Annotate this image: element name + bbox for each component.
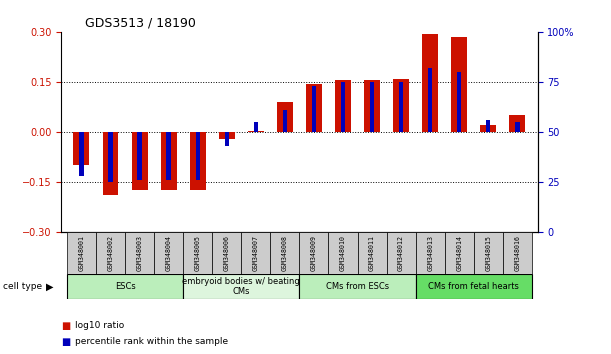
Text: GSM348014: GSM348014: [456, 235, 462, 271]
Bar: [212, 232, 241, 274]
Bar: [248, 131, 264, 132]
Text: CMs from fetal hearts: CMs from fetal hearts: [428, 282, 519, 291]
Bar: [154, 232, 183, 274]
Bar: [277, 102, 293, 132]
Bar: [364, 80, 380, 132]
Text: ■: ■: [61, 321, 70, 331]
Bar: [225, 132, 229, 146]
Bar: [241, 232, 270, 274]
Text: log10 ratio: log10 ratio: [75, 321, 124, 330]
Bar: [67, 274, 183, 299]
Bar: [503, 232, 532, 274]
Text: GDS3513 / 18190: GDS3513 / 18190: [85, 16, 196, 29]
Bar: [370, 82, 374, 132]
Bar: [219, 132, 235, 138]
Bar: [270, 232, 299, 274]
Text: CMs from ESCs: CMs from ESCs: [326, 282, 389, 291]
Text: ESCs: ESCs: [115, 282, 136, 291]
Bar: [329, 232, 357, 274]
Text: GSM348012: GSM348012: [398, 235, 404, 271]
Bar: [161, 132, 177, 190]
Bar: [183, 274, 299, 299]
Bar: [393, 79, 409, 132]
Bar: [196, 132, 200, 180]
Text: GSM348010: GSM348010: [340, 235, 346, 271]
Bar: [137, 132, 142, 180]
Bar: [457, 72, 461, 132]
Bar: [79, 132, 84, 176]
Text: GSM348006: GSM348006: [224, 235, 230, 271]
Text: cell type: cell type: [3, 282, 42, 291]
Text: GSM348007: GSM348007: [253, 235, 259, 271]
Bar: [452, 37, 467, 132]
Bar: [480, 125, 496, 132]
Bar: [166, 132, 171, 180]
Bar: [131, 132, 147, 190]
Text: percentile rank within the sample: percentile rank within the sample: [75, 337, 228, 346]
Bar: [189, 132, 206, 190]
Bar: [387, 232, 415, 274]
Bar: [335, 80, 351, 132]
Text: GSM348016: GSM348016: [514, 235, 521, 271]
Bar: [357, 232, 387, 274]
Bar: [299, 274, 415, 299]
Text: GSM348002: GSM348002: [108, 235, 114, 271]
Text: GSM348003: GSM348003: [137, 235, 142, 271]
Bar: [183, 232, 212, 274]
Text: GSM348013: GSM348013: [427, 235, 433, 271]
Text: GSM348005: GSM348005: [195, 235, 200, 271]
Bar: [67, 232, 96, 274]
Bar: [422, 34, 438, 132]
Bar: [96, 232, 125, 274]
Bar: [125, 232, 154, 274]
Bar: [306, 84, 322, 132]
Bar: [312, 86, 316, 132]
Text: embryoid bodies w/ beating
CMs: embryoid bodies w/ beating CMs: [183, 277, 300, 296]
Text: GSM348001: GSM348001: [78, 235, 84, 271]
Text: GSM348015: GSM348015: [485, 235, 491, 271]
Bar: [428, 68, 433, 132]
Bar: [73, 132, 89, 165]
Bar: [341, 82, 345, 132]
Text: ▶: ▶: [46, 282, 54, 292]
Bar: [486, 120, 491, 132]
Bar: [108, 132, 112, 182]
Text: ■: ■: [61, 337, 70, 347]
Text: GSM348011: GSM348011: [369, 235, 375, 271]
Bar: [445, 232, 474, 274]
Bar: [474, 232, 503, 274]
Bar: [399, 82, 403, 132]
Bar: [283, 110, 287, 132]
Bar: [254, 122, 258, 132]
Text: GSM348008: GSM348008: [282, 235, 288, 271]
Text: GSM348004: GSM348004: [166, 235, 172, 271]
Bar: [510, 115, 525, 132]
Text: GSM348009: GSM348009: [311, 235, 317, 271]
Bar: [515, 122, 519, 132]
Bar: [415, 232, 445, 274]
Bar: [415, 274, 532, 299]
Bar: [103, 132, 119, 195]
Bar: [299, 232, 329, 274]
